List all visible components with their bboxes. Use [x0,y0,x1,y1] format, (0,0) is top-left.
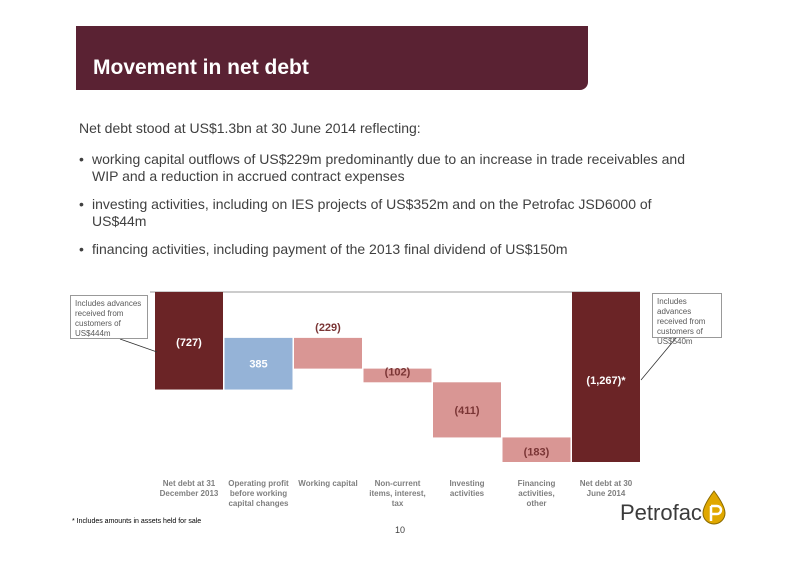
category-label-1: before working [230,489,287,498]
bar-2 [294,337,362,369]
bar-5 [502,437,571,462]
bullet-list: • working capital outflows of US$229m pre… [79,151,699,269]
category-label-5: Financing [518,479,556,488]
category-label-1: capital changes [228,499,289,508]
page-number: 10 [395,525,406,535]
bullet-text: investing activities, including on IES p… [92,196,652,229]
bullet-text: financing activities, including payment … [92,241,568,257]
data-label-4: (411) [454,405,479,417]
bullet-text: working capital outflows of US$229m pred… [92,151,686,184]
category-label-4: Investing [449,479,484,488]
footnote: * Includes amounts in assets held for sa… [72,518,202,525]
bar-1 [224,337,293,390]
data-label-0: (727) [176,337,202,349]
petrofac-drop-icon [702,490,726,525]
category-label-3: Non-current [375,479,421,488]
callout-right: Includes advances received from customer… [652,293,722,346]
bullet-item: • financing activities, including payment… [79,241,568,257]
category-label-3: items, interest, [369,489,425,498]
data-label-6: (1,267)* [586,375,626,387]
bar-3 [363,368,432,383]
intro-text: Net debt stood at US$1.3bn at 30 June 20… [79,120,421,136]
callout-left-text: Includes advances received from customer… [75,299,142,338]
category-label-0: December 2013 [160,489,219,498]
data-label-5: (183) [524,446,550,458]
category-label-6: Net debt at 30 [580,479,633,488]
callout-left-pointer [119,338,158,353]
category-label-6: June 2014 [587,489,626,498]
data-label-3: (102) [385,367,411,379]
category-label-4: activities [450,489,485,498]
bar-6 [572,292,640,462]
category-label-0: Net debt at 31 [163,479,216,488]
category-label-1: Operating profit [228,479,289,488]
callout-right-text: Includes advances received from customer… [657,297,706,346]
category-label-3: tax [392,499,404,508]
bar-0 [155,292,223,390]
category-label-5: activities, [518,489,554,498]
category-label-2: Working capital [298,479,357,488]
data-label-1: 385 [249,359,267,371]
data-label-2: (229) [315,322,341,334]
title-bar: Movement in net debt [76,26,588,90]
category-label-5: other [527,499,547,508]
callout-right-pointer [640,337,677,381]
bullet-item: • investing activities, including on IES … [79,196,652,229]
bar-4 [433,382,501,438]
petrofac-logo: Petrofac [620,490,730,530]
page-title: Movement in net debt [93,56,309,79]
callout-left: Includes advances received from customer… [70,295,148,339]
logo-text: Petrofac [620,500,702,525]
bullet-item: • working capital outflows of US$229m pre… [79,151,686,184]
